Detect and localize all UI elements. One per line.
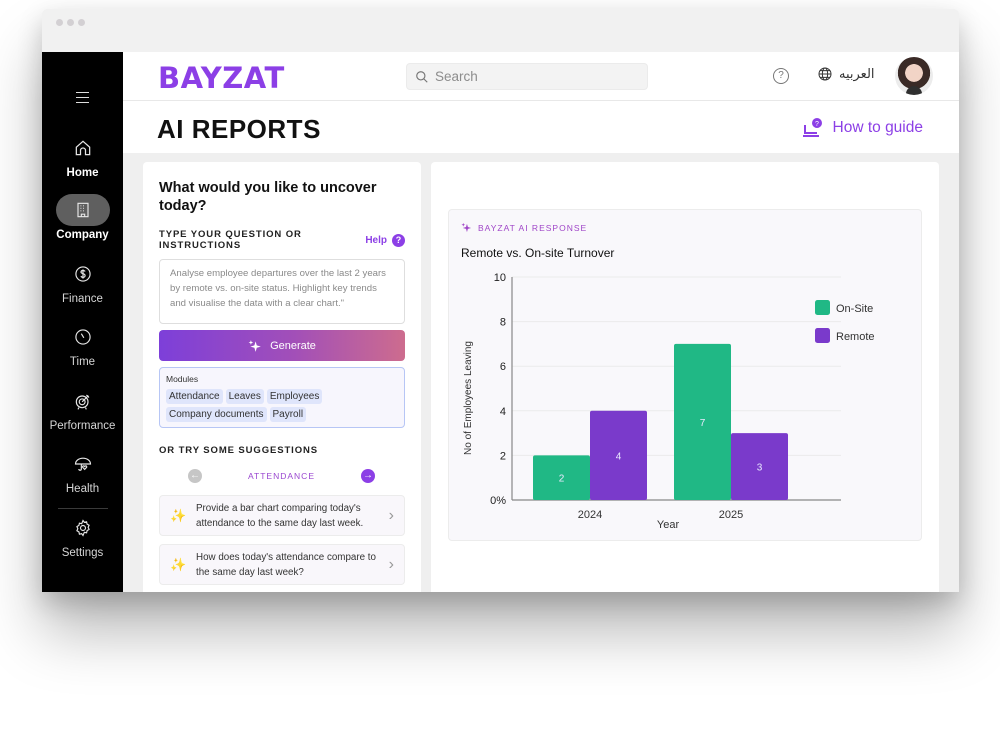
module-chip-payroll[interactable]: Payroll	[269, 407, 307, 422]
y-tick-label: 0%	[490, 495, 506, 507]
clock-icon	[74, 329, 91, 345]
hamburger-icon[interactable]	[76, 92, 89, 107]
suggestion-item[interactable]: ✨ How does today's attendance compare to…	[159, 544, 405, 585]
sidebar-item-home[interactable]: Home	[42, 132, 123, 179]
module-chip-employees[interactable]: Employees	[266, 389, 323, 404]
y-tick-label: 2	[500, 450, 506, 462]
y-tick-label: 10	[494, 272, 506, 284]
instructions-label: TYPE YOUR QUESTION OR INSTRUCTIONS	[159, 229, 302, 251]
help-icon[interactable]: ?	[773, 68, 789, 84]
modules-selector: Modules Attendance Leaves Employees Comp…	[159, 367, 405, 428]
bar-on-site-2025[interactable]	[674, 343, 731, 500]
bar-remote-2025[interactable]	[731, 433, 788, 500]
generate-button[interactable]: Generate	[159, 330, 405, 361]
y-tick-label: 6	[500, 361, 506, 373]
suggestions-label: OR TRY SOME SUGGESTIONS	[159, 445, 318, 456]
sidebar-item-finance[interactable]: Finance	[42, 258, 123, 305]
page-title: AI REPORTS	[157, 114, 321, 144]
previous-category-button[interactable]: ←	[188, 469, 202, 483]
bar-value-label: 2	[559, 474, 565, 485]
sidebar-item-company[interactable]: Company	[42, 194, 123, 241]
modules-label: Modules	[166, 374, 199, 384]
prompt-textarea[interactable]: Analyse employee departures over the las…	[159, 259, 405, 324]
how-to-guide-link[interactable]: ? How to guide	[801, 117, 923, 139]
chevron-right-icon: ›	[388, 555, 394, 573]
browser-window: Home Company Finance Time Performance He…	[42, 9, 959, 592]
sidebar-item-health[interactable]: Health	[42, 448, 123, 495]
query-panel: What would you like to uncover today? TY…	[143, 162, 421, 592]
language-switch[interactable]: العربيه	[817, 66, 875, 82]
svg-text:?: ?	[815, 121, 819, 128]
home-icon	[75, 140, 90, 156]
module-chip-company-documents[interactable]: Company documents	[166, 407, 267, 422]
sparkle-icon	[461, 222, 472, 233]
y-axis-label: No of Employees Leaving	[463, 341, 474, 455]
module-chip-leaves[interactable]: Leaves	[225, 389, 264, 404]
user-avatar[interactable]	[895, 57, 933, 95]
globe-icon	[818, 67, 832, 81]
window-close-button[interactable]	[56, 19, 63, 26]
legend-swatch	[815, 300, 830, 315]
module-chip-attendance[interactable]: Attendance	[166, 389, 223, 404]
response-panel: BAYZAT AI RESPONSE Remote vs. On-site Tu…	[431, 162, 939, 592]
suggestion-category: ATTENDANCE	[248, 471, 315, 481]
x-tick-label: 2025	[719, 509, 743, 521]
gear-icon	[75, 519, 90, 537]
top-bar: BAYZAT Search ? العربيه	[123, 52, 959, 101]
x-tick-label: 2024	[578, 509, 602, 521]
suggestion-carousel: ← ATTENDANCE →	[159, 469, 405, 483]
y-tick-label: 4	[500, 406, 506, 418]
window-titlebar	[42, 9, 959, 52]
magic-wand-icon: ✨	[170, 556, 187, 572]
ai-response-header: BAYZAT AI RESPONSE	[461, 222, 587, 233]
sidebar-item-performance[interactable]: Performance	[42, 385, 123, 432]
window-minimize-button[interactable]	[67, 19, 74, 26]
sparkle-icon	[248, 339, 261, 352]
help-link[interactable]: Help ?	[365, 233, 405, 247]
sidebar: Home Company Finance Time Performance He…	[42, 52, 123, 592]
umbrella-heart-icon	[74, 457, 91, 471]
search-input[interactable]: Search	[406, 63, 648, 90]
target-icon	[75, 394, 89, 410]
guide-laptop-icon: ?	[802, 118, 822, 137]
y-tick-label: 8	[500, 317, 506, 329]
bar-value-label: 4	[616, 451, 622, 462]
window-maximize-button[interactable]	[78, 19, 85, 26]
x-axis-label: Year	[657, 519, 680, 531]
query-heading: What would you like to uncover today?	[159, 180, 377, 214]
dollar-circle-icon	[74, 266, 91, 282]
language-label: العربيه	[839, 66, 875, 81]
bar-value-label: 7	[700, 418, 706, 429]
help-circle-icon: ?	[392, 233, 405, 247]
chart-title: Remote vs. On-site Turnover	[461, 246, 615, 260]
legend-label: On-Site	[836, 303, 873, 315]
magic-wand-icon: ✨	[170, 507, 187, 523]
chevron-right-icon: ›	[388, 506, 394, 524]
bar-value-label: 3	[757, 463, 763, 474]
sidebar-item-time[interactable]: Time	[42, 321, 123, 368]
search-placeholder: Search	[435, 69, 478, 84]
sidebar-divider	[58, 508, 108, 509]
next-category-button[interactable]: →	[361, 469, 375, 483]
bar-remote-2024[interactable]	[590, 410, 647, 500]
bayzat-logo[interactable]: BAYZAT	[158, 61, 285, 95]
bar-on-site-2024[interactable]	[533, 455, 590, 500]
bar-chart: 0% 2 4 6 8 10 2 4 2024 7 3 2025 Year No of Employees …	[463, 272, 875, 531]
suggestion-item[interactable]: ✨ Provide a bar chart comparing today's …	[159, 495, 405, 536]
main-area: BAYZAT Search ? العربيه AI REPORTS ? How…	[123, 52, 959, 592]
legend-swatch	[815, 328, 830, 343]
search-icon	[416, 70, 428, 83]
legend-label: Remote	[836, 331, 875, 343]
building-icon	[76, 202, 89, 218]
page-header: AI REPORTS ? How to guide	[123, 101, 959, 153]
ai-response-card: BAYZAT AI RESPONSE Remote vs. On-site Tu…	[448, 209, 922, 541]
sidebar-item-settings[interactable]: Settings	[42, 512, 123, 559]
